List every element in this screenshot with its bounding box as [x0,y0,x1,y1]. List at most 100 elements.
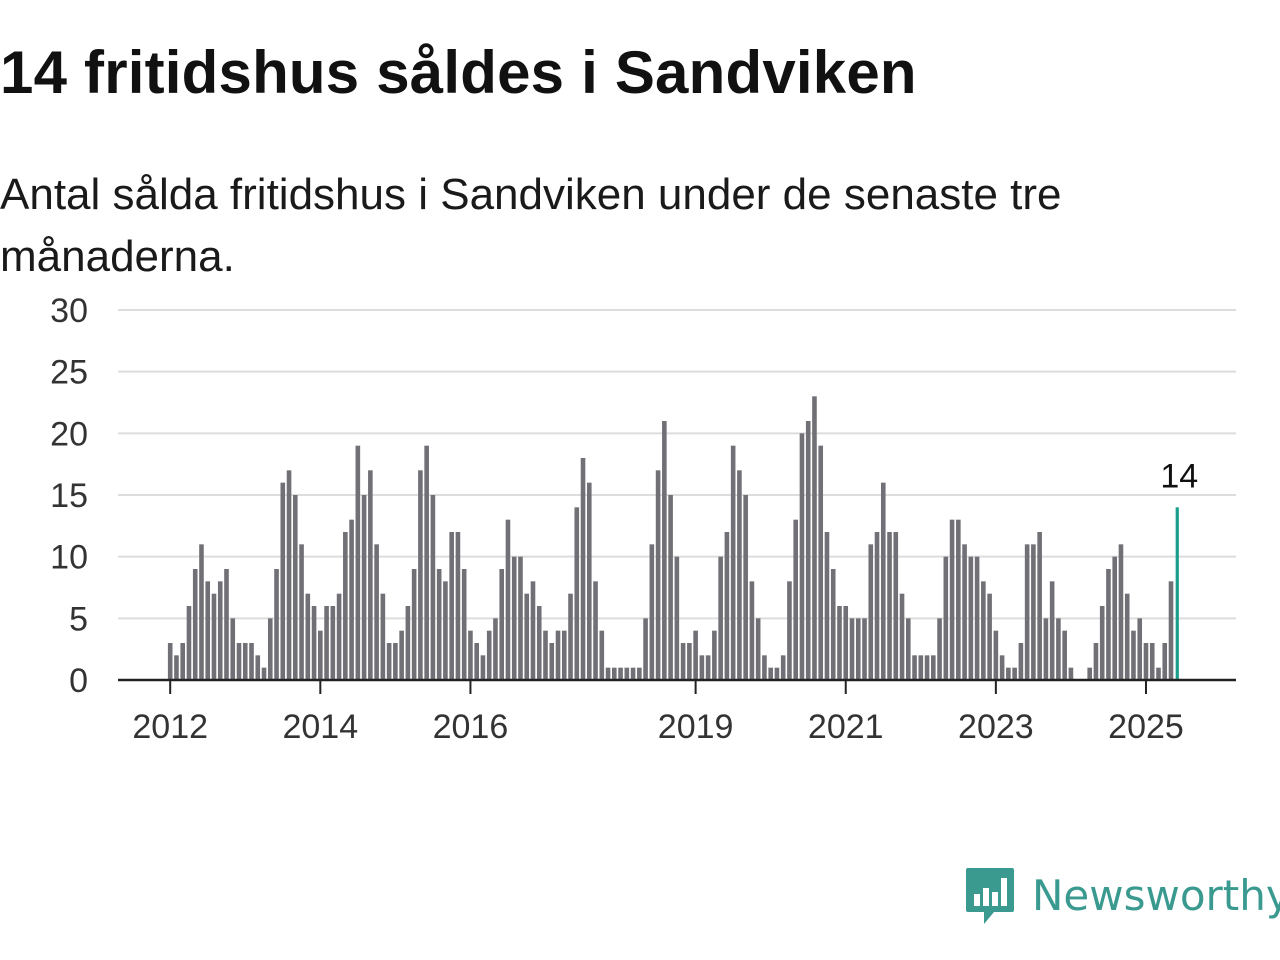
bar [1037,532,1042,680]
bar [1068,667,1074,680]
bar [486,630,492,680]
bar [336,593,342,680]
bar [1043,618,1049,680]
bar [180,643,186,680]
bar [211,593,217,680]
bar [1137,618,1143,680]
bar [518,556,523,680]
bar [999,655,1005,680]
bar [311,606,317,680]
bar [993,630,999,680]
bar [1118,544,1124,680]
bar [912,655,917,680]
bar [680,643,686,680]
bar [286,470,292,680]
y-tick-label: 20 [50,415,88,453]
bar [411,569,417,680]
bar [937,618,942,680]
bar [874,532,880,680]
x-axis-tick-labels: 2012 2014 2016 2019 2021 2023 2025 [132,680,1184,746]
bar [1162,643,1168,680]
bar [205,581,211,680]
bar [318,630,323,680]
bar [1099,606,1105,680]
bar [386,643,392,680]
bar [461,569,467,680]
bar-highlight [1175,507,1179,680]
bar [987,593,992,680]
bar [186,606,192,680]
bar [267,618,273,680]
bar [224,569,229,680]
bar [793,519,798,680]
bar [255,655,261,680]
bar [242,643,248,680]
x-tick-label: 2016 [433,708,509,746]
bar [1143,643,1149,680]
bar [1156,667,1161,680]
bar [1006,667,1011,680]
bar [480,655,486,680]
y-tick-label: 30 [50,292,88,330]
annotations: 14 [1160,457,1198,495]
bar [349,519,354,680]
bar [1031,544,1036,680]
bar [167,643,173,680]
bar [837,606,842,680]
bar [174,655,179,680]
x-tick-label: 2025 [1108,708,1184,746]
y-axis-tick-labels: 0 5 10 15 20 25 30 [50,292,88,700]
bar [787,581,792,680]
bar [368,470,373,680]
bar [574,507,580,680]
bar [280,482,286,680]
bar [1124,593,1130,680]
bar [637,667,642,680]
bar [361,495,367,680]
bar [418,470,423,680]
bar [949,519,955,680]
bar [981,581,986,680]
bar [399,630,404,680]
bar [730,445,736,680]
bar [493,618,498,680]
y-tick-label: 5 [69,600,88,638]
bar [630,667,636,680]
bar [217,581,223,680]
bar [905,618,911,680]
bar [199,544,204,680]
bar [393,643,398,680]
bar [887,532,892,680]
bar [1062,630,1067,680]
bar [505,519,511,680]
y-tick-label: 25 [50,354,88,392]
bar [449,532,454,680]
bar [843,606,849,680]
bar [274,569,279,680]
x-tick-label: 2014 [282,708,358,746]
bar [430,495,436,680]
bar [1087,667,1092,680]
bar [380,593,386,680]
bar [1106,569,1111,680]
bar [862,618,867,680]
bar [549,643,555,680]
bar [805,421,811,680]
bar [305,593,311,680]
bar [718,556,723,680]
bar [687,643,692,680]
bar [1168,581,1174,680]
bar [962,544,967,680]
bar [355,445,361,680]
bar [474,643,479,680]
bar [956,519,961,680]
bar [624,667,630,680]
bar [612,667,617,680]
x-tick-label: 2021 [808,708,884,746]
bar [330,606,336,680]
bar [899,593,905,680]
chart-title: 14 fritidshus såldes i Sandviken [0,39,917,106]
bar [405,606,411,680]
bar [1024,544,1030,680]
bar [299,544,304,680]
